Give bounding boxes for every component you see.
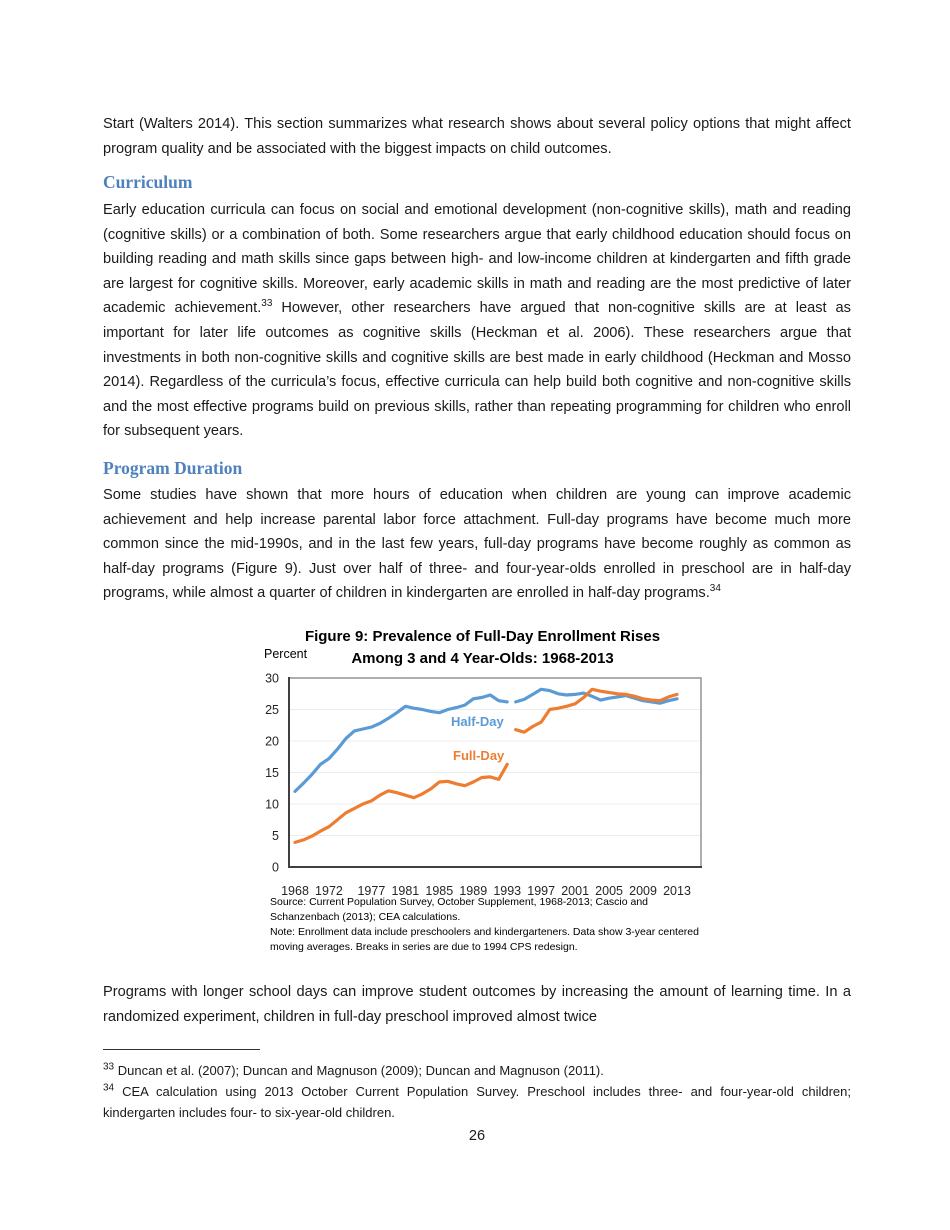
full-day-series-label: Full-Day [453, 748, 505, 763]
full-day-line-segment-1 [293, 762, 509, 844]
paragraph-program-duration: Some studies have shown that more hours … [103, 483, 851, 606]
figure-title: Figure 9: Prevalence of Full-Day Enrollm… [255, 626, 710, 669]
footnote-33-text: Duncan et al. (2007); Duncan and Magnuso… [114, 1063, 604, 1078]
footnote-34-marker: 34 [103, 1082, 115, 1094]
figure-title-line2: Among 3 and 4 Year-Olds: 1968-2013 [351, 649, 614, 667]
x-tick-label-2005: 2005 [595, 884, 623, 898]
figure-source: Source: Current Population Survey, Octob… [270, 896, 649, 923]
y-tick-label-10: 10 [265, 797, 279, 811]
paragraph-curriculum-text-1: Early education curricula can focus on s… [103, 202, 851, 317]
footnote-ref-34: 34 [709, 583, 721, 595]
y-axis-unit-label: Percent [264, 647, 308, 661]
x-tick-label-1997: 1997 [527, 884, 555, 898]
x-tick-label-1972: 1972 [315, 884, 343, 898]
x-tick-label-1985: 1985 [425, 884, 453, 898]
y-tick-label-30: 30 [265, 671, 279, 685]
figure-title-line1: Figure 9: Prevalence of Full-Day Enrollm… [304, 628, 661, 645]
paragraph-longer-days: Programs with longer school days can imp… [103, 984, 851, 1025]
footnote-34-text: CEA calculation using 2013 October Curre… [103, 1084, 851, 1120]
half-day-series-label: Half-Day [451, 714, 505, 729]
x-tick-label-1989: 1989 [459, 884, 487, 898]
x-tick-label-1993: 1993 [493, 884, 521, 898]
y-tick-label-25: 25 [265, 703, 279, 717]
enrollment-line-chart: 0 5 10 15 20 25 30 1968 1972 1977 1981 1985 1989 1993… [265, 671, 702, 898]
footnote-33-marker: 33 [103, 1061, 115, 1073]
x-tick-label-2009: 2009 [629, 884, 657, 898]
paragraph-curriculum-text-2: However, other researchers have argued t… [103, 300, 851, 440]
full-day-line-segment-2 [514, 687, 679, 734]
heading-curriculum: Curriculum [103, 172, 193, 192]
figure-note: Note: Enrollment data include preschoole… [270, 926, 699, 953]
y-tick-label-0: 0 [272, 860, 279, 874]
x-tick-label-1977: 1977 [357, 884, 385, 898]
x-tick-label-1968: 1968 [281, 884, 309, 898]
half-day-line-segment-2 [514, 687, 679, 705]
x-tick-label-2013: 2013 [663, 884, 691, 898]
paragraph-curriculum: Early education curricula can focus on s… [103, 198, 851, 444]
heading-program-duration: Program Duration [103, 458, 243, 478]
footnote-separator [103, 1049, 260, 1050]
half-day-line-segment-1 [293, 693, 509, 794]
footnote-33: 33 Duncan et al. (2007); Duncan and Magn… [103, 1060, 851, 1081]
x-tick-label-1981: 1981 [391, 884, 419, 898]
footnote-ref-33: 33 [261, 298, 273, 310]
page-number: 26 [468, 1128, 486, 1144]
y-tick-label-20: 20 [265, 734, 279, 748]
paragraph-program-duration-text: Some studies have shown that more hours … [103, 487, 851, 602]
footnote-34: 34 CEA calculation using 2013 October Cu… [103, 1081, 851, 1123]
x-tick-label-2001: 2001 [561, 884, 589, 898]
figure-9: Figure 9: Prevalence of Full-Day Enrollm… [255, 626, 710, 958]
y-tick-label-15: 15 [265, 766, 279, 780]
y-tick-label-5: 5 [272, 829, 279, 843]
paragraph-intro: Start (Walters 2014). This section summa… [103, 116, 851, 157]
